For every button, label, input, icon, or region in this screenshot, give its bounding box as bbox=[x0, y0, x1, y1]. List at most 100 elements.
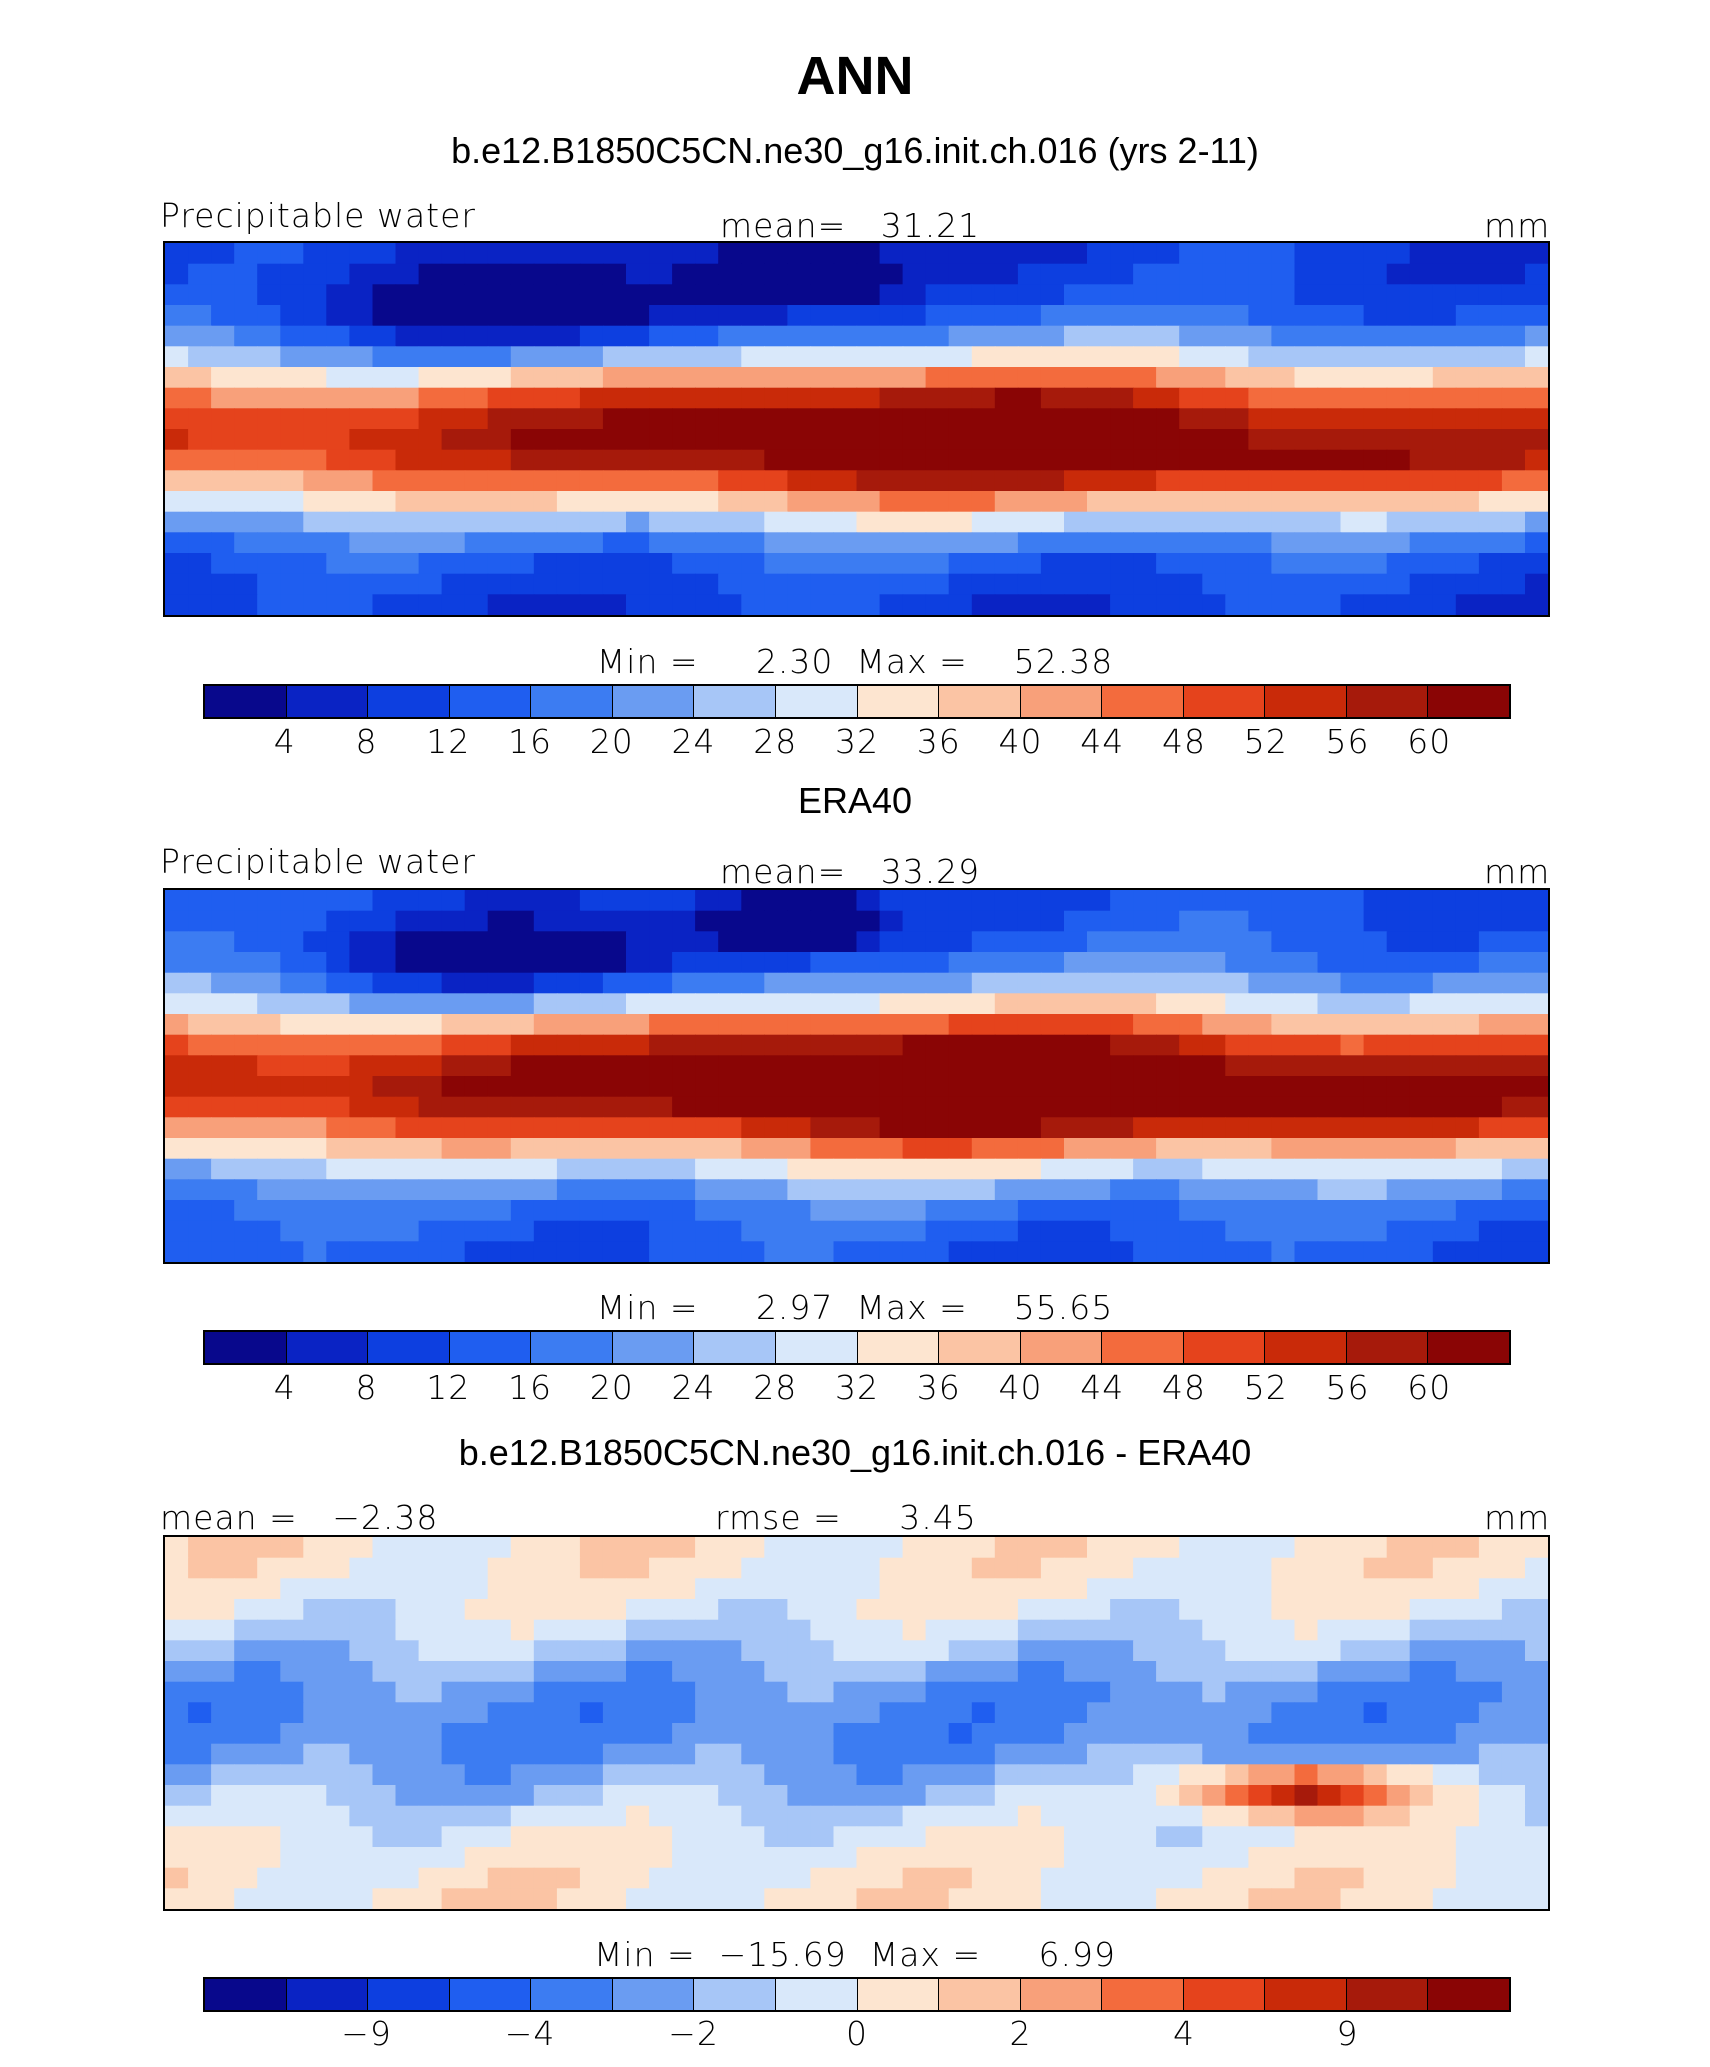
field-cell bbox=[833, 1200, 858, 1222]
field-cell bbox=[464, 1640, 489, 1662]
field-cell bbox=[810, 1743, 835, 1765]
field-cell bbox=[1432, 1117, 1457, 1139]
field-cell bbox=[649, 1117, 673, 1139]
field-cell bbox=[1064, 1076, 1088, 1098]
field-cell bbox=[1040, 1867, 1065, 1889]
field-cell bbox=[1202, 1055, 1226, 1077]
field-cell bbox=[971, 449, 996, 471]
field-cell bbox=[902, 1096, 927, 1118]
field-cell bbox=[1294, 346, 1319, 368]
field-cell bbox=[856, 1847, 881, 1869]
field-cell bbox=[1386, 993, 1411, 1015]
field-cell bbox=[1179, 890, 1203, 912]
field-cell bbox=[464, 408, 489, 430]
field-cell bbox=[280, 325, 304, 347]
field-cell bbox=[579, 952, 604, 974]
field-cell bbox=[487, 1681, 512, 1703]
field-cell bbox=[741, 1096, 765, 1118]
field-cell bbox=[418, 1138, 443, 1160]
field-cell bbox=[1432, 263, 1457, 285]
field-cell bbox=[602, 1096, 627, 1118]
field-cell bbox=[1133, 1557, 1157, 1579]
field-cell bbox=[1040, 1014, 1065, 1036]
field-cell bbox=[165, 1805, 189, 1827]
field-cell bbox=[695, 511, 719, 533]
field-cell bbox=[672, 1847, 696, 1869]
field-cell bbox=[1501, 1888, 1526, 1909]
field-cell bbox=[1064, 263, 1088, 285]
field-cell bbox=[626, 346, 650, 368]
field-cell bbox=[1363, 346, 1388, 368]
field-cell bbox=[372, 1847, 397, 1869]
field-cell bbox=[948, 1805, 973, 1827]
field-cell bbox=[1317, 1867, 1342, 1889]
field-cell bbox=[395, 1014, 420, 1036]
field-cell bbox=[1294, 1096, 1319, 1118]
field-cell bbox=[487, 1096, 512, 1118]
field-cell bbox=[741, 1220, 765, 1242]
field-cell bbox=[626, 993, 650, 1015]
field-cell bbox=[741, 1619, 765, 1641]
field-cell bbox=[257, 1723, 281, 1745]
field-cell bbox=[1386, 1055, 1411, 1077]
field-cell bbox=[1409, 1220, 1434, 1242]
field-cell bbox=[672, 890, 696, 912]
field-cell bbox=[234, 305, 258, 327]
field-cell bbox=[1501, 931, 1526, 953]
field-cell bbox=[833, 1785, 858, 1807]
field-cell bbox=[1455, 1764, 1480, 1786]
field-cell bbox=[1363, 532, 1388, 554]
field-cell bbox=[487, 1847, 512, 1869]
field-cell bbox=[165, 1179, 189, 1201]
field-cell bbox=[372, 1138, 397, 1160]
field-cell bbox=[395, 305, 420, 327]
field-cell bbox=[1294, 1158, 1319, 1180]
field-cell bbox=[649, 470, 673, 492]
field-cell bbox=[1225, 1220, 1249, 1242]
field-cell bbox=[994, 387, 1019, 409]
field-cell bbox=[395, 931, 420, 953]
field-cell bbox=[1202, 890, 1226, 912]
field-cell bbox=[787, 449, 812, 471]
field-cell bbox=[1133, 1117, 1157, 1139]
field-cell bbox=[626, 1619, 650, 1641]
field-cell bbox=[418, 1764, 443, 1786]
field-cell bbox=[1017, 346, 1042, 368]
field-cell bbox=[1248, 1138, 1273, 1160]
colorbar-box bbox=[531, 1332, 613, 1363]
field-cell bbox=[1225, 890, 1249, 912]
field-cell bbox=[303, 511, 327, 533]
field-cell bbox=[948, 387, 973, 409]
field-cell bbox=[649, 1661, 673, 1683]
field-cell bbox=[1156, 470, 1180, 492]
field-cell bbox=[718, 1661, 742, 1683]
field-cell bbox=[303, 1805, 327, 1827]
field-cell bbox=[695, 532, 719, 554]
field-cell bbox=[372, 305, 397, 327]
field-cell bbox=[1133, 1578, 1157, 1600]
field-cell bbox=[1017, 1599, 1042, 1621]
field-cell bbox=[395, 346, 420, 368]
field-cell bbox=[326, 1681, 350, 1703]
field-cell bbox=[1455, 1867, 1480, 1889]
field-cell bbox=[1317, 1640, 1342, 1662]
field-cell bbox=[902, 387, 927, 409]
field-cell bbox=[1455, 1847, 1480, 1869]
field-cell bbox=[1133, 890, 1157, 912]
colorbar-box bbox=[368, 1979, 450, 2010]
field-cell bbox=[257, 532, 281, 554]
field-cell bbox=[441, 573, 466, 595]
field-cell bbox=[1110, 511, 1134, 533]
field-cell bbox=[533, 890, 558, 912]
field-cell bbox=[1501, 1014, 1526, 1036]
field-cell bbox=[464, 1619, 489, 1641]
field-cell bbox=[902, 243, 927, 265]
field-cell bbox=[1133, 1723, 1157, 1745]
field-cell bbox=[211, 1681, 235, 1703]
field-cell bbox=[395, 1743, 420, 1765]
field-cell bbox=[1133, 1158, 1157, 1180]
field-cell bbox=[1455, 325, 1480, 347]
field-cell bbox=[948, 573, 973, 595]
field-cell bbox=[234, 1537, 258, 1559]
field-cell bbox=[1294, 429, 1319, 451]
